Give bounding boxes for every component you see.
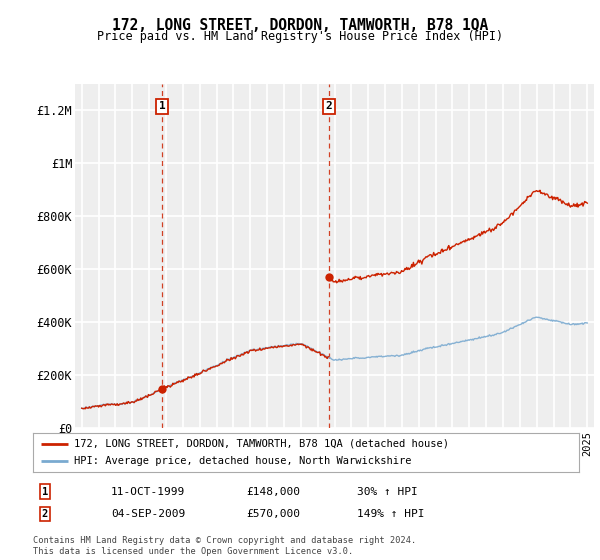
Text: 2: 2 bbox=[326, 101, 332, 111]
Text: Price paid vs. HM Land Registry's House Price Index (HPI): Price paid vs. HM Land Registry's House … bbox=[97, 30, 503, 43]
Text: 2: 2 bbox=[42, 509, 48, 519]
Text: £570,000: £570,000 bbox=[246, 509, 300, 519]
Text: Contains HM Land Registry data © Crown copyright and database right 2024.
This d: Contains HM Land Registry data © Crown c… bbox=[33, 536, 416, 556]
Text: 30% ↑ HPI: 30% ↑ HPI bbox=[357, 487, 418, 497]
Text: 149% ↑ HPI: 149% ↑ HPI bbox=[357, 509, 425, 519]
Text: 11-OCT-1999: 11-OCT-1999 bbox=[111, 487, 185, 497]
Text: 1: 1 bbox=[159, 101, 166, 111]
Text: HPI: Average price, detached house, North Warwickshire: HPI: Average price, detached house, Nort… bbox=[74, 456, 412, 466]
Text: 04-SEP-2009: 04-SEP-2009 bbox=[111, 509, 185, 519]
Text: £148,000: £148,000 bbox=[246, 487, 300, 497]
Text: 172, LONG STREET, DORDON, TAMWORTH, B78 1QA: 172, LONG STREET, DORDON, TAMWORTH, B78 … bbox=[112, 18, 488, 33]
Text: 172, LONG STREET, DORDON, TAMWORTH, B78 1QA (detached house): 172, LONG STREET, DORDON, TAMWORTH, B78 … bbox=[74, 438, 449, 449]
Text: 1: 1 bbox=[42, 487, 48, 497]
